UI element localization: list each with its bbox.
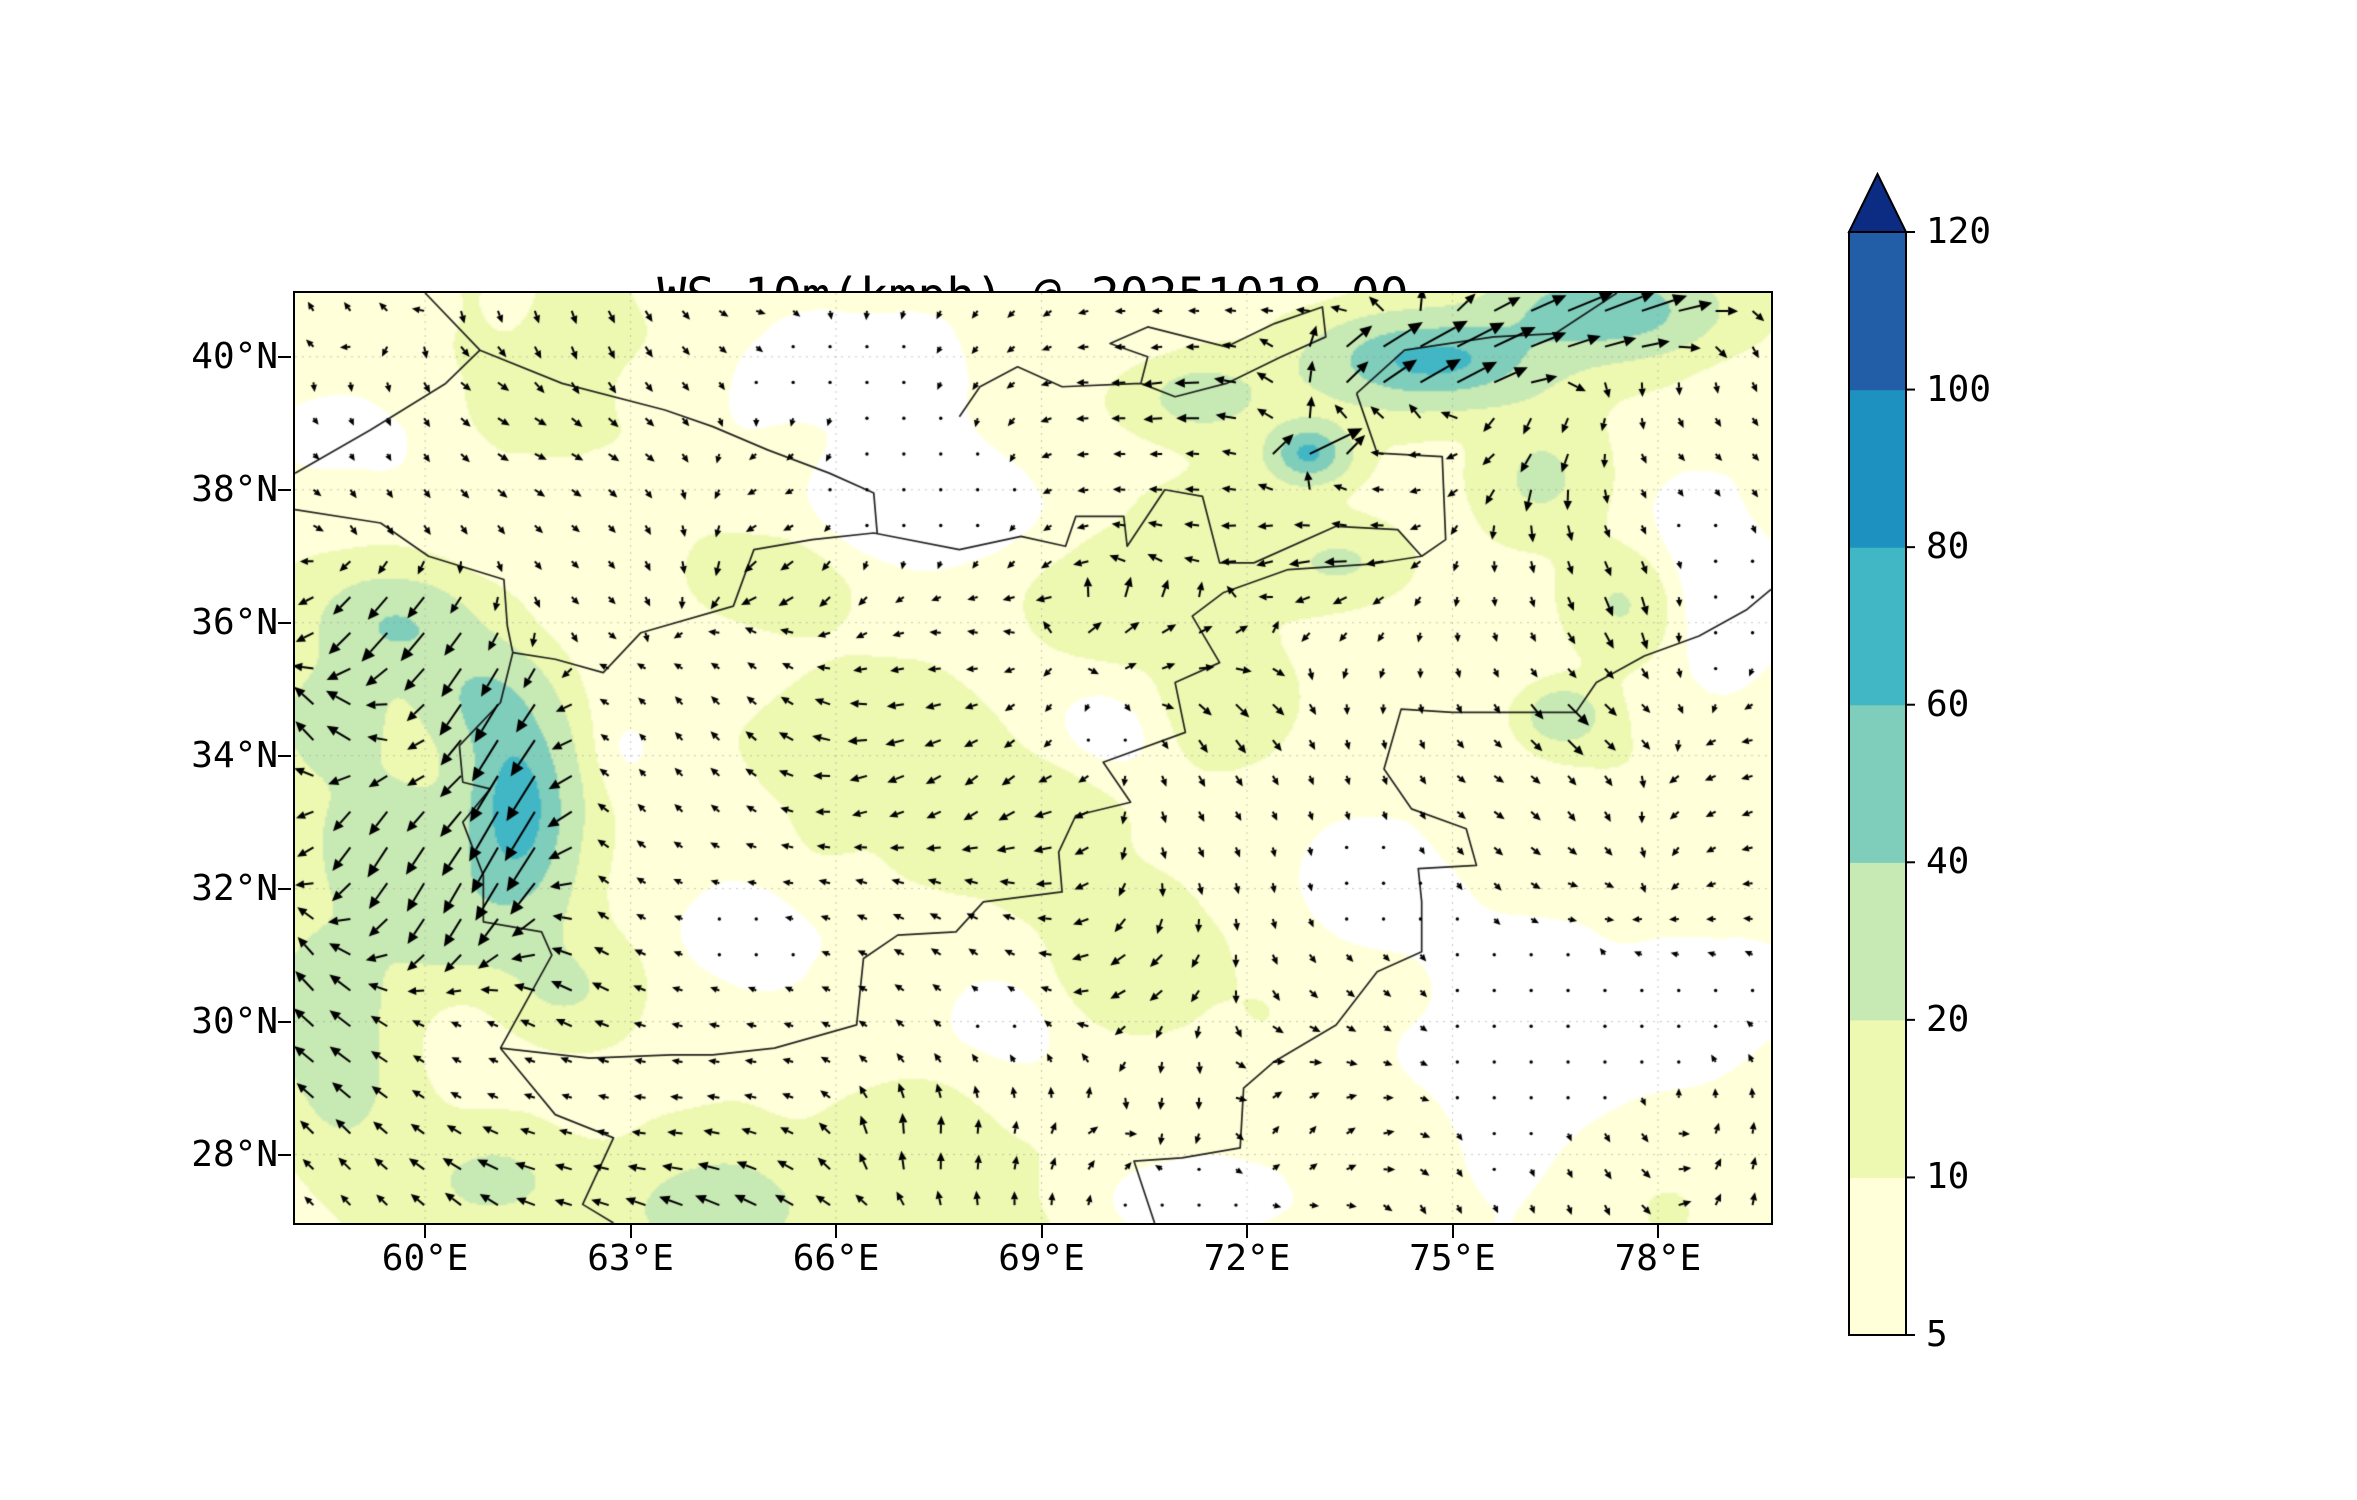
colorbar-band bbox=[1849, 704, 1906, 863]
x-tick-mark bbox=[835, 1225, 838, 1238]
colorbar-outline bbox=[1848, 231, 1907, 1336]
colorbar-tick-label: 40 bbox=[1926, 841, 1970, 883]
colorbar-band bbox=[1849, 547, 1906, 706]
x-tick-label: 63°E bbox=[587, 1238, 674, 1279]
colorbar-tick-label: 100 bbox=[1926, 368, 1992, 410]
colorbar-extend-arrow bbox=[1847, 171, 1908, 233]
y-tick-label: 32°N bbox=[191, 867, 278, 909]
y-tick-label: 40°N bbox=[191, 335, 278, 377]
map-canvas bbox=[295, 293, 1771, 1223]
colorbar-tick-label: 60 bbox=[1926, 683, 1970, 725]
y-tick-mark bbox=[278, 621, 291, 624]
x-tick-mark bbox=[1246, 1225, 1249, 1238]
colorbar-band bbox=[1849, 389, 1906, 548]
x-tick-mark bbox=[424, 1225, 427, 1238]
colorbar-tick-label: 20 bbox=[1926, 998, 1970, 1040]
x-tick-mark bbox=[1451, 1225, 1454, 1238]
colorbar-tick-label: 5 bbox=[1926, 1314, 1948, 1355]
x-tick-mark bbox=[1040, 1225, 1043, 1238]
colorbar-band bbox=[1849, 862, 1906, 1021]
colorbar-band bbox=[1849, 232, 1906, 391]
x-tick-label: 78°E bbox=[1614, 1238, 1702, 1279]
x-tick-mark bbox=[629, 1225, 632, 1238]
y-tick-label: 34°N bbox=[191, 734, 278, 776]
colorbar-band bbox=[1849, 1177, 1906, 1336]
y-tick-label: 38°N bbox=[191, 468, 278, 510]
y-tick-mark bbox=[278, 887, 291, 890]
y-tick-mark bbox=[278, 754, 291, 757]
y-tick-mark bbox=[278, 1153, 291, 1156]
colorbar-tick-label: 80 bbox=[1926, 526, 1970, 568]
y-tick-mark bbox=[278, 1020, 291, 1023]
y-tick-label: 36°N bbox=[191, 601, 278, 643]
x-tick-label: 75°E bbox=[1409, 1238, 1496, 1279]
x-tick-mark bbox=[1656, 1225, 1659, 1238]
colorbar bbox=[1847, 171, 1915, 1336]
y-tick-label: 28°N bbox=[191, 1133, 278, 1175]
colorbar-tick-label: 10 bbox=[1926, 1156, 1970, 1198]
x-tick-label: 60°E bbox=[381, 1238, 469, 1279]
y-tick-mark bbox=[278, 355, 291, 358]
y-tick-label: 30°N bbox=[191, 1000, 278, 1042]
colorbar-band bbox=[1849, 1019, 1906, 1179]
colorbar-tick-label: 120 bbox=[1926, 211, 1992, 252]
y-tick-mark bbox=[278, 488, 291, 491]
x-tick-label: 69°E bbox=[998, 1238, 1085, 1279]
x-tick-label: 72°E bbox=[1203, 1238, 1291, 1279]
map-axes bbox=[293, 291, 1773, 1225]
x-tick-label: 66°E bbox=[792, 1238, 880, 1279]
